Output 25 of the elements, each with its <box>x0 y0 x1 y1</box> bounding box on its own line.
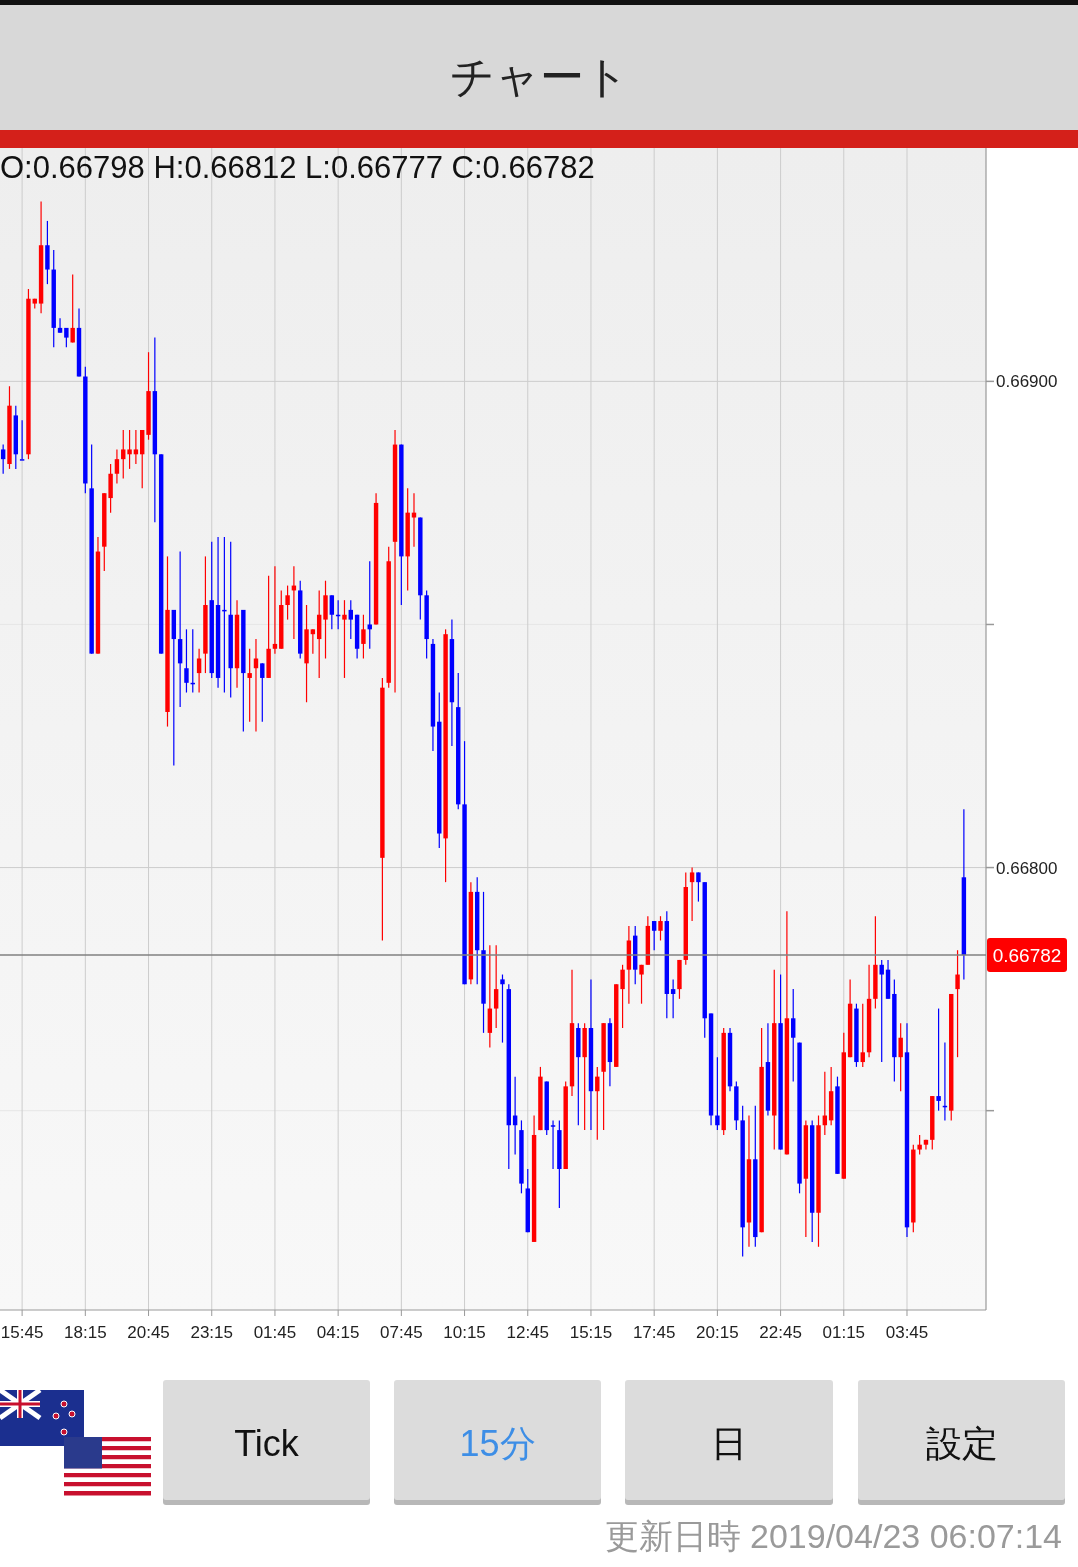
x-tick-label: 01:45 <box>253 1323 297 1342</box>
y-tick-label: 0.66900 <box>996 372 1058 392</box>
text: 設定 <box>925 1423 998 1464</box>
x-tick-label: 15:45 <box>0 1323 44 1342</box>
x-tick-label: 18:15 <box>64 1323 107 1342</box>
y-tick-label: 0.66800 <box>996 858 1058 878</box>
x-tick-label: 01:15 <box>822 1323 866 1342</box>
x-tick-label: 20:15 <box>696 1323 739 1342</box>
chart-title: チャート <box>449 52 629 101</box>
text: Tick <box>234 1423 300 1464</box>
x-tick-label: 03:45 <box>885 1323 929 1342</box>
x-tick-label: 15:15 <box>569 1323 613 1342</box>
annotation: O:0.66798 H:0.66812 L:0.66777 C:0.66782 <box>0 150 595 185</box>
x-tick-label: 22:45 <box>759 1323 802 1342</box>
x-tick-label: 12:45 <box>506 1323 550 1342</box>
x-tick-label: 04:15 <box>316 1323 360 1342</box>
ref-line-label: 0.66782 <box>992 945 1062 967</box>
x-tick-label: 10:15 <box>443 1323 486 1342</box>
x-tick-label: 17:45 <box>632 1323 676 1342</box>
text: 15分 <box>459 1423 536 1464</box>
text: 更新日時 2019/04/23 06:07:14 <box>604 1517 1062 1555</box>
x-tick-label: 07:45 <box>380 1323 423 1342</box>
text: 日 <box>711 1423 747 1464</box>
x-tick-label: 23:15 <box>190 1323 234 1342</box>
x-tick-label: 20:45 <box>127 1323 170 1342</box>
